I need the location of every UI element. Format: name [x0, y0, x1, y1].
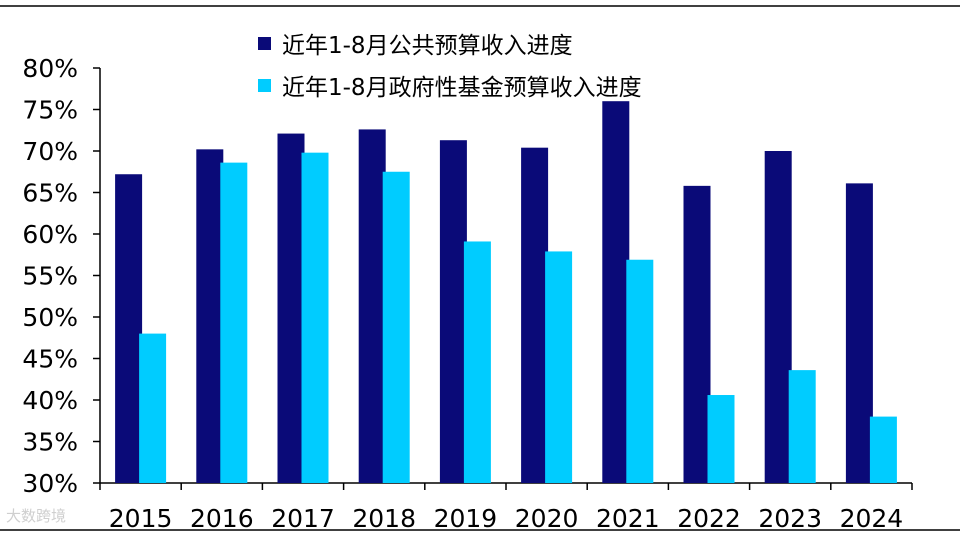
y-tick-label: 80%: [22, 54, 78, 83]
y-tick-label: 50%: [22, 303, 78, 332]
bar-series-2-2019: [463, 241, 491, 483]
y-tick-label: 40%: [22, 386, 78, 415]
y-tick-label: 70%: [22, 137, 78, 166]
x-tick-label: 2017: [271, 504, 335, 533]
y-tick-label: 75%: [22, 96, 78, 125]
x-tick-label: 2020: [515, 504, 579, 533]
bar-series-2-2018: [382, 171, 410, 483]
bar-series-1-2018: [358, 129, 386, 484]
bar-series-1-2020: [521, 147, 549, 483]
y-tick-label: 30%: [22, 469, 78, 498]
y-tick-label: 35%: [22, 428, 78, 457]
bar-series-1-2017: [277, 133, 305, 483]
bar-series-2-2022: [707, 395, 735, 483]
y-tick-label: 45%: [22, 345, 78, 374]
bar-series-1-2016: [196, 149, 224, 483]
y-tick-label: 55%: [22, 262, 78, 291]
bar-series-2-2020: [545, 251, 573, 483]
bar-series-2-2021: [626, 259, 654, 483]
bar-series-2-2016: [220, 162, 248, 483]
x-tick-label: 2023: [758, 504, 822, 533]
bar-series-1-2024: [845, 183, 873, 483]
x-tick-label: 2018: [352, 504, 416, 533]
legend-swatch: [258, 37, 271, 50]
bar-series-2-2017: [301, 152, 329, 483]
y-tick-label: 65%: [22, 179, 78, 208]
bar-series-1-2021: [602, 101, 630, 483]
x-tick-label: 2016: [190, 504, 254, 533]
legend-label: 近年1-8月公共预算收入进度: [282, 33, 573, 59]
legend-label: 近年1-8月政府性基金预算收入进度: [282, 75, 642, 101]
x-tick-label: 2015: [109, 504, 173, 533]
bar-series-1-2023: [764, 151, 792, 483]
y-axis: 30% 35% 40% 45% 50% 55% 60% 65% 70% 75% 80%: [22, 54, 101, 498]
y-tick-label: 60%: [22, 220, 78, 249]
bar-series-2-2023: [788, 370, 816, 483]
bar-series-1-2022: [683, 185, 711, 484]
bar-series-1-2019: [439, 140, 467, 483]
x-tick-label: 2021: [596, 504, 660, 533]
x-tick-label: 2022: [677, 504, 741, 533]
bar-series-1-2015: [115, 174, 143, 484]
x-tick-label: 2019: [434, 504, 498, 533]
x-axis: 2015 2016 2017 2018 2019 2020 2021 2022 2023 2024: [99, 482, 913, 533]
watermark: 大数跨境: [6, 507, 67, 525]
bar-series-2-2024: [869, 416, 897, 483]
x-tick-label: 2024: [840, 504, 904, 533]
bars: [115, 101, 897, 484]
bar-series-2-2015: [139, 333, 167, 483]
legend-swatch: [258, 79, 271, 92]
